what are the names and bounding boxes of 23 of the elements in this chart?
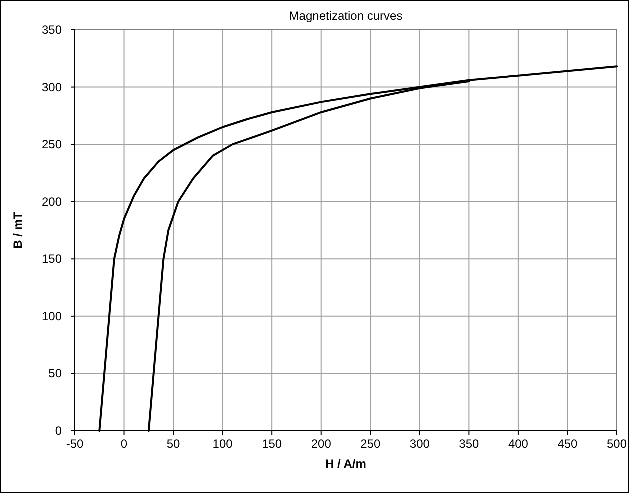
chart-title: Magnetization curves <box>289 9 403 23</box>
y-tick-label: 250 <box>42 138 62 152</box>
x-tick-label: -50 <box>66 437 84 451</box>
x-tick-label: 200 <box>311 437 332 451</box>
x-tick-label: 50 <box>166 437 181 451</box>
y-tick-label: 350 <box>42 23 62 37</box>
x-tick-label: 100 <box>212 437 234 451</box>
x-axis-title: H / A/m <box>326 457 366 471</box>
x-tick-label: 500 <box>606 437 628 451</box>
x-tick-label: 150 <box>262 437 282 451</box>
y-tick-label: 100 <box>42 309 62 324</box>
x-tick-label: 0 <box>120 437 128 451</box>
y-axis-title: B / mT <box>11 212 25 249</box>
y-tick-label: 200 <box>42 194 62 209</box>
y-tick-label: 50 <box>48 366 62 381</box>
x-tick-label: 300 <box>410 437 430 451</box>
x-tick-label: 250 <box>360 437 381 451</box>
y-tick-label: 0 <box>55 424 62 438</box>
x-tick-label: 400 <box>508 437 529 451</box>
y-tick-label: 300 <box>42 80 62 94</box>
x-tick-label: 350 <box>459 437 480 451</box>
x-tick-label: 450 <box>558 437 578 451</box>
y-tick-label: 150 <box>42 252 62 266</box>
